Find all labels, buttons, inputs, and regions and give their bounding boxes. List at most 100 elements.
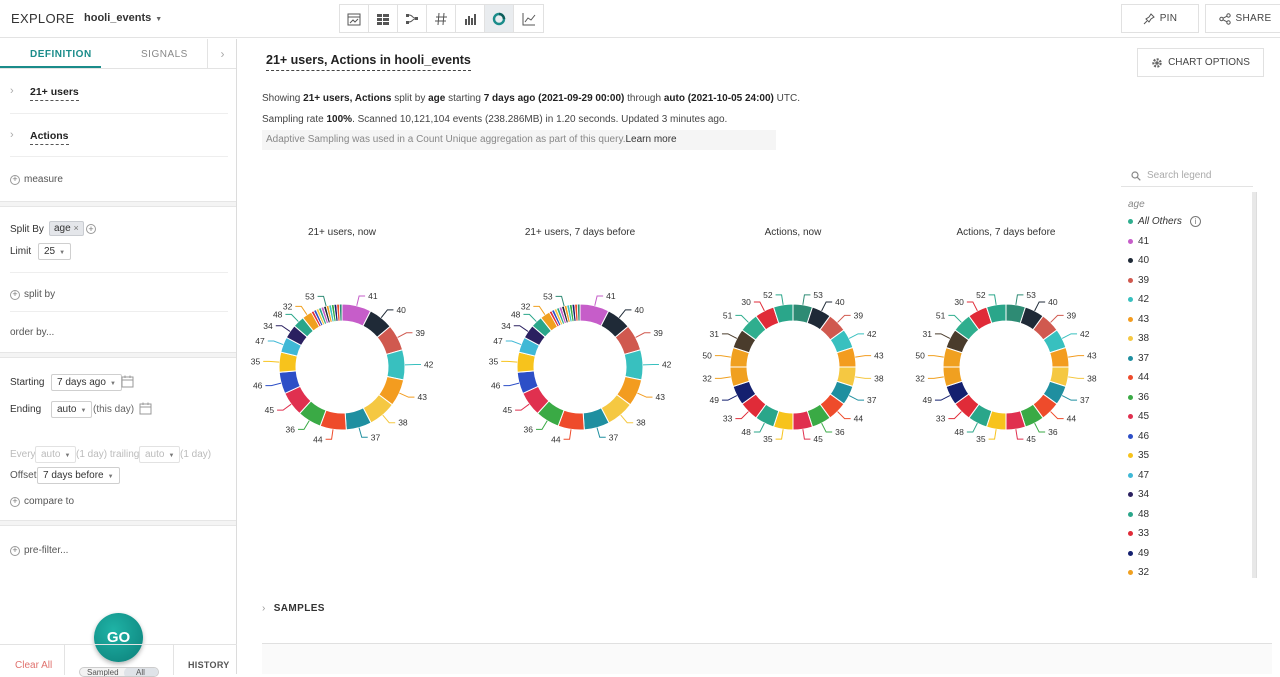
slice-leader-line	[621, 415, 633, 423]
legend-item[interactable]: 42	[1128, 294, 1149, 305]
slice-leader-line	[948, 315, 961, 322]
starting-value: 7 days ago	[57, 377, 106, 388]
every-select[interactable]: auto▼	[35, 446, 76, 463]
slice-leader-line	[735, 412, 748, 419]
slice-leader-line	[295, 306, 307, 314]
plus-icon: +	[10, 546, 20, 556]
slice-label: 53	[813, 290, 823, 300]
viz-line-button[interactable]	[514, 5, 543, 32]
chart-options-button[interactable]: CHART OPTIONS	[1137, 48, 1264, 77]
slice-leader-line	[822, 302, 833, 311]
section-separator	[0, 352, 236, 358]
legend-search-input[interactable]: Search legend	[1121, 165, 1253, 187]
legend-item[interactable]: 46	[1128, 431, 1149, 442]
legend-item[interactable]: 44	[1128, 372, 1149, 383]
legend-item[interactable]: 36	[1128, 392, 1149, 403]
legend-item[interactable]: 39	[1128, 275, 1149, 286]
legend-scrollbar[interactable]	[1252, 192, 1256, 578]
sampled-option[interactable]: Sampled	[87, 668, 119, 677]
clear-all-button[interactable]: Clear All	[15, 660, 52, 671]
sankey-icon	[405, 12, 419, 26]
legend-label: 38	[1138, 333, 1149, 344]
slice-leader-line	[298, 421, 309, 430]
viz-number-button[interactable]	[427, 5, 456, 32]
legend-item[interactable]: 49	[1128, 548, 1149, 559]
donut-slice[interactable]	[386, 350, 405, 380]
trailing-select[interactable]: auto▼	[139, 446, 180, 463]
slice-label: 46	[253, 381, 263, 391]
legend-item[interactable]: 37	[1128, 353, 1149, 364]
all-option[interactable]: All	[136, 668, 145, 677]
split-chip-age[interactable]: age ×	[49, 221, 84, 236]
legend-item[interactable]: 48	[1128, 509, 1149, 520]
slice-label: 47	[255, 336, 265, 346]
pin-button[interactable]: PIN	[1121, 4, 1199, 33]
slice-label: 36	[286, 424, 296, 434]
expand-query-1-icon[interactable]: ›	[10, 85, 14, 97]
legend-item[interactable]: 34	[1128, 489, 1149, 500]
page-title[interactable]: 21+ users, Actions in hooli_events	[266, 53, 471, 71]
dataset-selector[interactable]: hooli_events▼	[84, 12, 162, 24]
order-by-link[interactable]: order by...	[10, 327, 54, 338]
viz-sankey-button[interactable]	[398, 5, 427, 32]
prefilter-button[interactable]: +pre-filter...	[10, 545, 68, 556]
samples-label: SAMPLES	[274, 603, 325, 614]
legend-dot	[1128, 473, 1133, 478]
add-measure-button[interactable]: +measure	[10, 174, 63, 185]
remove-chip-icon[interactable]: ×	[73, 223, 78, 233]
learn-more-link[interactable]: Learn more	[625, 134, 676, 145]
sampling-summary: Sampling rate 100%. Scanned 10,121,104 e…	[262, 114, 727, 125]
info-icon[interactable]: i	[1190, 216, 1201, 227]
legend-item[interactable]: 43	[1128, 314, 1149, 325]
donut-slice[interactable]	[624, 350, 643, 380]
number-icon	[434, 12, 448, 26]
pin-label: PIN	[1160, 13, 1178, 24]
samples-toggle[interactable]: › SAMPLES	[262, 603, 325, 614]
slice-leader-line	[948, 412, 961, 419]
slice-leader-line	[989, 429, 997, 439]
starting-select[interactable]: 7 days ago▼	[51, 374, 122, 391]
split-by-link-label: split by	[24, 289, 55, 300]
divider	[10, 311, 228, 312]
legend-item[interactable]: 40	[1128, 255, 1149, 266]
compare-to-button[interactable]: +compare to	[10, 496, 74, 507]
tab-definition[interactable]: DEFINITION	[30, 49, 92, 60]
ending-select[interactable]: auto▼	[51, 401, 92, 418]
calendar-icon[interactable]	[139, 402, 152, 415]
legend-item[interactable]: 45	[1128, 411, 1149, 422]
sampling-toggle[interactable]: Sampled All	[79, 667, 159, 677]
active-tab-indicator	[0, 66, 101, 68]
slice-leader-line	[637, 393, 652, 397]
calendar-icon[interactable]	[121, 375, 134, 388]
viz-timeline-button[interactable]	[340, 5, 369, 32]
history-button[interactable]: HISTORY	[188, 660, 230, 670]
donut-slice[interactable]	[577, 304, 580, 321]
legend-item[interactable]: 33	[1128, 528, 1149, 539]
chevron-right-icon: ›	[262, 603, 266, 614]
table-icon	[376, 12, 390, 26]
limit-select[interactable]: 25▼	[38, 243, 71, 260]
viz-table-button[interactable]	[369, 5, 398, 32]
legend-item[interactable]: 35	[1128, 450, 1149, 461]
expand-query-2-icon[interactable]: ›	[10, 129, 14, 141]
slice-label: 52	[976, 290, 986, 300]
legend-item[interactable]: 41	[1128, 236, 1149, 247]
donut-slice[interactable]	[339, 304, 342, 321]
legend-item[interactable]: 32	[1128, 567, 1149, 578]
caret-down-icon: ▼	[59, 250, 65, 256]
query-2-label[interactable]: Actions	[30, 130, 69, 145]
add-split-icon[interactable]: +	[86, 224, 96, 234]
slice-leader-line	[928, 377, 944, 379]
legend-item[interactable]: 47	[1128, 470, 1149, 481]
legend-item[interactable]: 38	[1128, 333, 1149, 344]
share-button[interactable]: SHARE	[1205, 4, 1280, 33]
offset-select[interactable]: 7 days before▼	[37, 467, 120, 484]
viz-pie-button[interactable]	[485, 5, 514, 32]
add-split-by-button[interactable]: +split by	[10, 289, 55, 300]
query-1-label[interactable]: 21+ users	[30, 86, 79, 101]
collapse-sidebar-button[interactable]: ›	[207, 39, 237, 69]
tab-signals[interactable]: SIGNALS	[141, 49, 188, 60]
legend-label: 44	[1138, 372, 1149, 383]
viz-bar-button[interactable]	[456, 5, 485, 32]
